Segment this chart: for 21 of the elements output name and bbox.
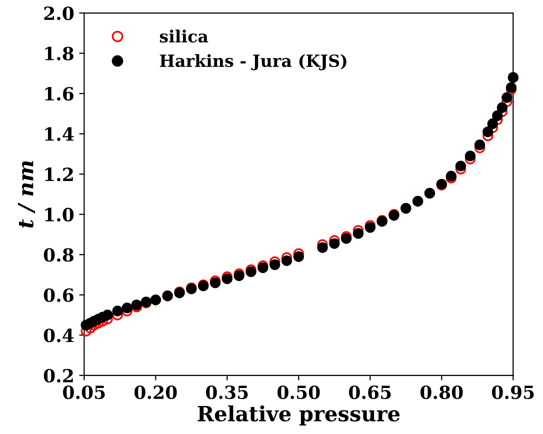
y-tick-label: 0.8 (44, 248, 74, 262)
y-tick-label: 1.2 (45, 168, 73, 182)
y-tick-label: 0.2 (44, 368, 73, 383)
y-tick-label: 2.0 (44, 6, 74, 20)
x-tick-label: 0.65 (349, 385, 391, 400)
y-tick-label: 1.6 (45, 87, 74, 101)
x-tick-label: 0.50 (278, 385, 320, 400)
y-tick-label: 1.0 (45, 208, 74, 222)
x-tick-label: 0.20 (134, 385, 177, 400)
y-tick-label: 1.4 (45, 127, 74, 141)
y-axis-title: t / nm (18, 161, 36, 228)
x-tick-label: 0.95 (492, 385, 534, 400)
legend-label: Harkins - Jura (KJS) (160, 54, 346, 70)
y-tick-label: 0.4 (44, 328, 74, 342)
x-tick-label: 0.80 (420, 385, 463, 400)
x-tick-label: 0.05 (63, 385, 105, 400)
legend-label: silica (160, 30, 208, 43)
y-tick-label: 0.6 (44, 288, 74, 302)
y-tick-label: 1.8 (45, 46, 74, 60)
x-tick-label: 0.35 (206, 385, 248, 400)
x-axis-title: Relative pressure (198, 405, 400, 426)
